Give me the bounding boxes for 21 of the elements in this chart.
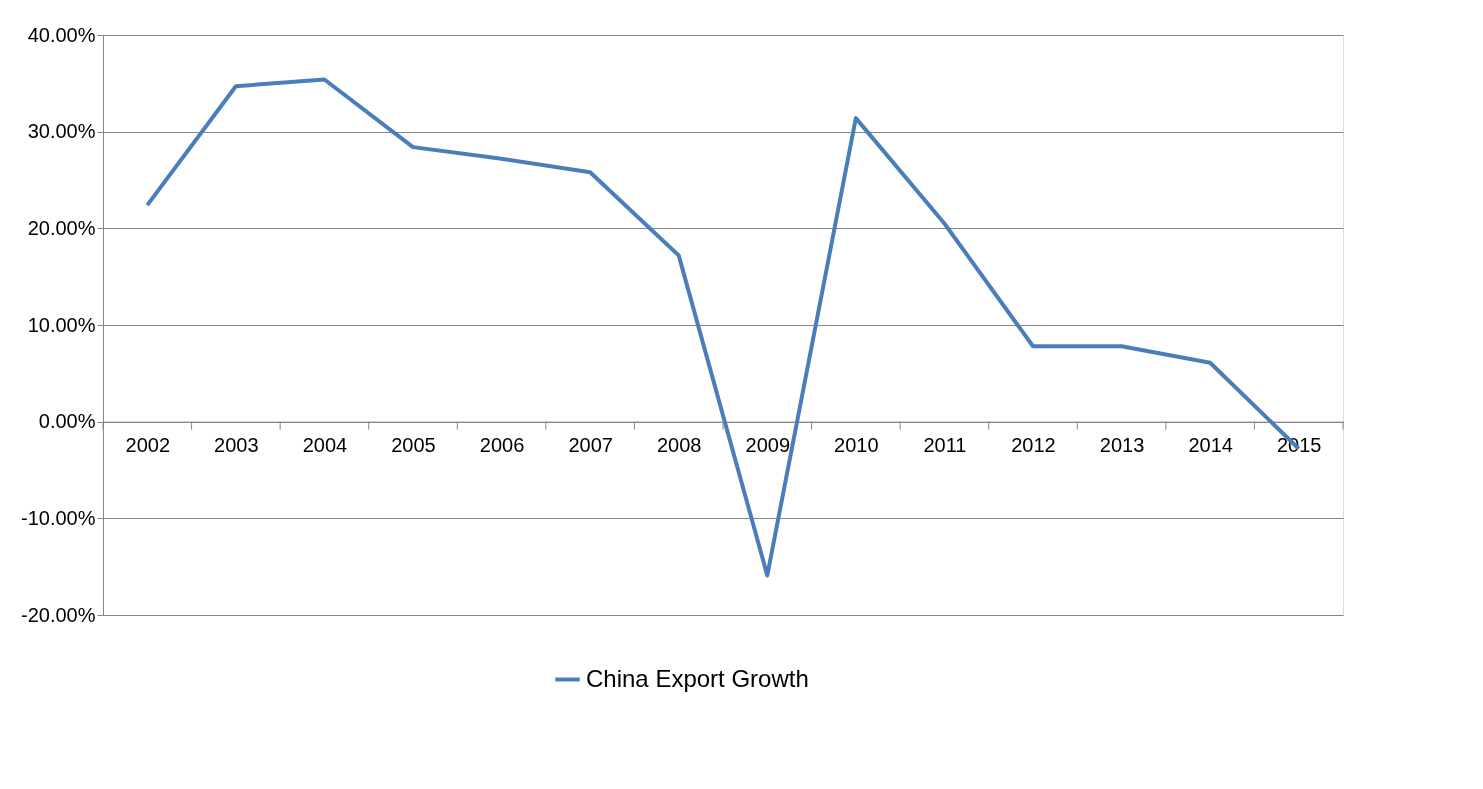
y-tick-label: 10.00% [27, 313, 96, 336]
x-tick-label: 2007 [568, 434, 613, 457]
x-tick-label: 2002 [125, 434, 171, 457]
legend-label: China Export Growth [586, 664, 809, 692]
x-tick-label: 2014 [1188, 434, 1233, 457]
y-tick-label: -20.00% [21, 603, 96, 626]
y-tick-label: 0.00% [38, 410, 96, 433]
x-tick-label: 2003 [214, 434, 259, 457]
y-tick-label: 30.00% [27, 120, 96, 143]
y-tick-label: 40.00% [27, 23, 96, 46]
x-tick-label: 2010 [834, 434, 879, 457]
x-tick-label: 2004 [302, 434, 348, 457]
x-tick-label: 2008 [656, 434, 702, 457]
x-tick-label: 2013 [1099, 434, 1145, 457]
y-tick-label: -10.00% [21, 506, 96, 529]
x-tick-label: 2009 [745, 434, 791, 457]
x-tick-label: 2011 [923, 434, 967, 457]
y-tick-label: 20.00% [27, 216, 96, 239]
x-tick-label: 2006 [479, 434, 525, 457]
x-tick-label: 2012 [1011, 434, 1056, 457]
x-tick-label: 2005 [391, 434, 436, 457]
